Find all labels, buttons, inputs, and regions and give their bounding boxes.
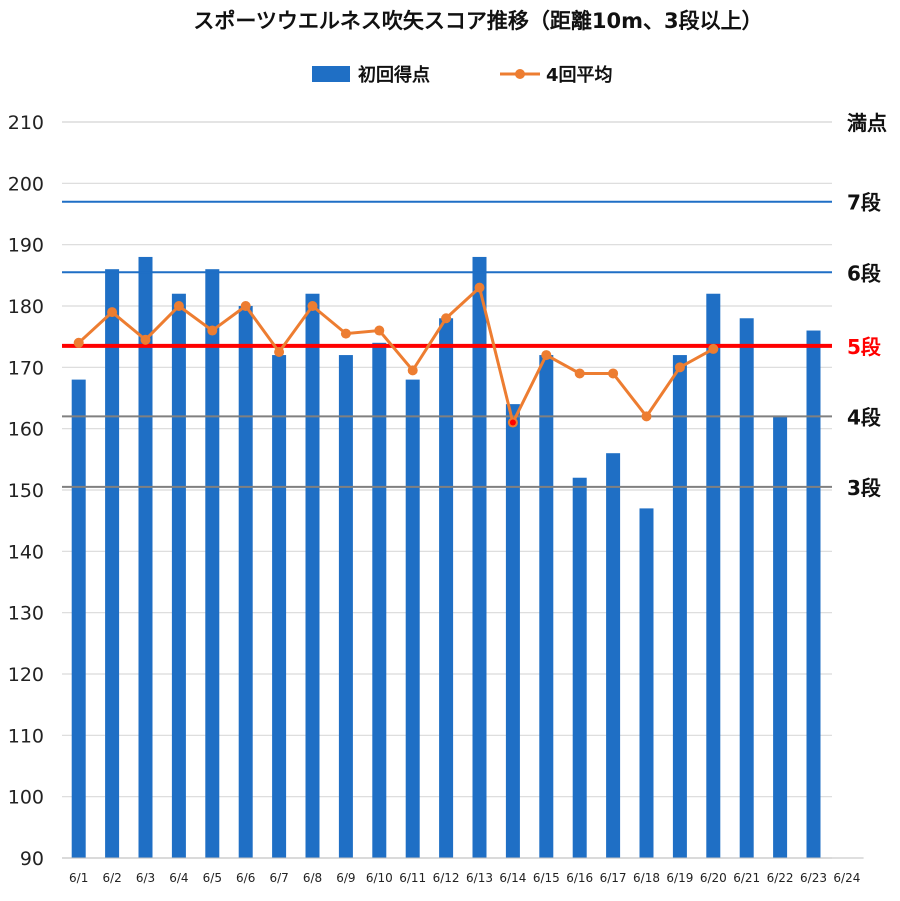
bar xyxy=(405,379,420,858)
bar xyxy=(105,269,120,858)
x-tick-label: 6/1 xyxy=(69,871,88,885)
bar xyxy=(606,453,621,858)
reference-label: 満点 xyxy=(847,111,887,135)
line-series xyxy=(73,282,719,428)
line-point xyxy=(641,411,652,422)
y-tick-label: 190 xyxy=(8,235,44,257)
bar xyxy=(372,342,387,858)
x-tick-label: 6/16 xyxy=(566,871,593,885)
y-tick-label: 130 xyxy=(8,603,44,625)
line-point xyxy=(240,301,251,311)
line-point xyxy=(173,301,184,311)
x-axis-ticks: 6/1 6/2 6/3 6/4 6/5 6/6 6/7 6/8 6/9 6/10 6/11 6/12 6… xyxy=(69,871,860,885)
x-tick-label: 6/24 xyxy=(833,871,860,885)
y-tick-label: 100 xyxy=(8,787,44,809)
x-tick-label: 6/12 xyxy=(433,871,460,885)
x-tick-label: 6/4 xyxy=(169,871,188,885)
reference-label: 7段 xyxy=(847,191,881,215)
reference-lines: 満点 7段 6段 5段 4段 3段 xyxy=(62,111,887,500)
highlight-point xyxy=(509,419,516,426)
average-line xyxy=(77,284,715,427)
bar xyxy=(706,293,721,858)
x-tick-label: 6/2 xyxy=(102,871,121,885)
line-point xyxy=(374,325,385,336)
line-point xyxy=(474,282,485,293)
x-tick-label: 6/14 xyxy=(499,871,526,885)
line-point xyxy=(307,301,318,311)
y-tick-label: 160 xyxy=(8,419,44,441)
line-point xyxy=(207,325,218,336)
x-tick-label: 6/7 xyxy=(269,871,288,885)
line-point xyxy=(407,365,418,376)
line-point xyxy=(574,368,585,379)
x-tick-label: 6/5 xyxy=(203,871,222,885)
x-tick-label: 6/10 xyxy=(366,871,393,885)
x-tick-label: 6/23 xyxy=(800,871,827,885)
line-point xyxy=(140,334,151,345)
bar xyxy=(639,508,654,858)
y-tick-label: 110 xyxy=(8,725,44,747)
bar xyxy=(238,306,253,858)
y-tick-label: 170 xyxy=(8,357,44,379)
legend-swatch-bar xyxy=(312,66,350,82)
x-tick-label: 6/19 xyxy=(666,871,693,885)
reference-label: 5段 xyxy=(847,335,881,359)
line-point xyxy=(441,313,452,324)
x-tick-label: 6/20 xyxy=(700,871,727,885)
legend-swatch-marker xyxy=(515,69,525,79)
bar xyxy=(272,355,287,858)
chart-title: スポーツウエルネス吹矢スコア推移（距離10m、3段以上） xyxy=(193,9,762,33)
x-tick-label: 6/18 xyxy=(633,871,660,885)
y-tick-label: 150 xyxy=(8,480,44,502)
x-tick-label: 6/15 xyxy=(533,871,560,885)
bar xyxy=(739,318,754,858)
bar xyxy=(305,293,320,858)
x-tick-label: 6/22 xyxy=(767,871,794,885)
y-tick-label: 140 xyxy=(8,541,44,563)
x-tick-label: 6/9 xyxy=(336,871,355,885)
reference-label: 6段 xyxy=(847,261,881,285)
bar xyxy=(505,404,520,858)
x-tick-label: 6/13 xyxy=(466,871,493,885)
bar-series xyxy=(71,256,821,858)
y-tick-label: 180 xyxy=(8,296,44,318)
line-point xyxy=(708,343,719,354)
y-axis-ticks: 90 100 110 120 130 140 150 160 170 180 190 200 210 xyxy=(8,112,44,870)
bar xyxy=(773,416,788,858)
x-tick-label: 6/8 xyxy=(303,871,322,885)
y-tick-label: 210 xyxy=(8,112,44,134)
line-point xyxy=(674,362,685,373)
reference-label: 4段 xyxy=(847,405,881,429)
bar xyxy=(205,269,220,858)
x-tick-label: 6/11 xyxy=(399,871,426,885)
legend: 初回得点 4回平均 xyxy=(312,64,613,86)
bar xyxy=(138,256,153,858)
legend-label-bar: 初回得点 xyxy=(358,64,430,86)
x-tick-label: 6/6 xyxy=(236,871,255,885)
y-tick-label: 200 xyxy=(8,173,44,195)
x-tick-label: 6/21 xyxy=(733,871,760,885)
y-tick-label: 120 xyxy=(8,664,44,686)
y-tick-label: 90 xyxy=(20,848,44,870)
line-point xyxy=(608,368,619,379)
bar xyxy=(672,355,687,858)
line-point xyxy=(73,337,84,348)
legend-label-line: 4回平均 xyxy=(546,64,613,86)
bar xyxy=(171,293,186,858)
bar xyxy=(539,355,554,858)
bar xyxy=(439,318,454,858)
bar xyxy=(806,330,821,858)
bar xyxy=(472,256,487,858)
reference-label: 3段 xyxy=(847,476,881,500)
line-point xyxy=(107,307,118,318)
line-point xyxy=(340,328,351,339)
bar xyxy=(338,355,353,858)
x-tick-label: 6/3 xyxy=(136,871,155,885)
x-tick-label: 6/17 xyxy=(600,871,627,885)
line-point xyxy=(541,350,552,361)
bar xyxy=(572,477,587,858)
bar xyxy=(71,379,86,858)
line-point xyxy=(274,347,285,357)
